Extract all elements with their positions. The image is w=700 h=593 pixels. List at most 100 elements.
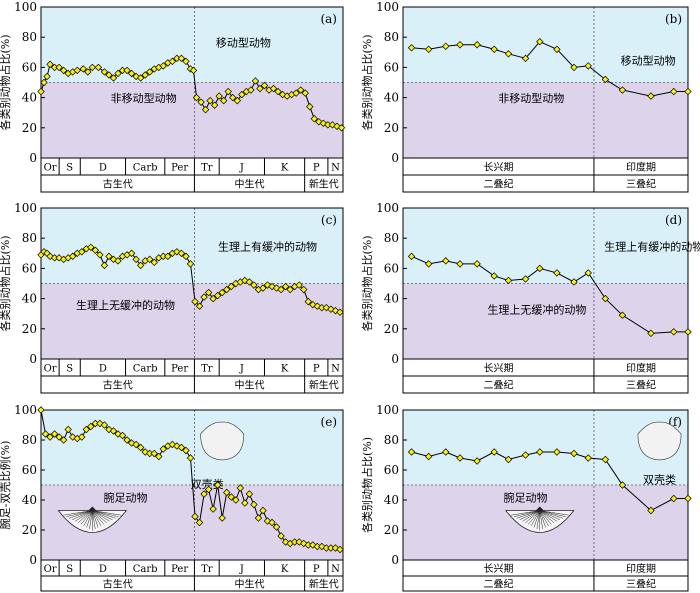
data-point <box>407 44 416 52</box>
panel-label: (c) <box>321 213 337 227</box>
fan-rib <box>92 510 107 524</box>
data-point <box>218 514 226 522</box>
era-label: 中生代 <box>235 178 265 191</box>
era-label: 二叠纪 <box>483 579 513 591</box>
data-point <box>281 282 290 291</box>
data-point <box>105 252 113 261</box>
y-axis-title: 各类别动物占比(%) <box>360 34 374 130</box>
data-point <box>247 86 255 94</box>
data-point <box>100 421 109 429</box>
fan-rib <box>516 510 540 519</box>
data-point <box>146 68 154 76</box>
data-point <box>46 60 54 69</box>
data-point <box>84 68 92 76</box>
fan-rib <box>539 510 549 527</box>
data-point <box>670 328 678 336</box>
fan-rib <box>92 510 105 525</box>
data-point <box>200 293 208 301</box>
data-point <box>504 455 513 464</box>
fan-rib <box>72 510 93 521</box>
data-point <box>100 68 109 76</box>
data-point <box>224 87 232 96</box>
data-point <box>218 288 226 297</box>
data-point <box>456 260 464 268</box>
data-point <box>456 454 464 462</box>
y-tick-label: 80 <box>384 231 399 245</box>
data-point <box>251 77 260 85</box>
era-label: 新生代 <box>309 578 339 591</box>
panel-label: (b) <box>665 12 682 26</box>
y-tick-label: 40 <box>22 91 37 105</box>
data-point <box>159 445 168 453</box>
data-point <box>201 105 210 114</box>
lower-region-label: 腕足动物 <box>504 491 548 505</box>
upper-region-label: 移动型动物 <box>621 53 676 67</box>
y-axis-title: 各类别动物占比(%) <box>360 437 374 533</box>
era-label: 三叠纪 <box>626 579 656 591</box>
data-point <box>186 260 195 268</box>
period-label: Carb <box>133 163 158 174</box>
data-point <box>78 248 86 256</box>
shell-growth-line <box>200 421 245 461</box>
data-point <box>618 86 627 94</box>
fan-beak <box>535 506 544 511</box>
data-point <box>521 451 530 459</box>
data-point <box>229 93 237 102</box>
fan-rib <box>539 510 543 530</box>
data-point <box>304 297 312 306</box>
y-tick-label: 20 <box>22 523 37 537</box>
data-point <box>268 518 276 527</box>
lower-region-label: 生理上无缓冲的动物 <box>76 298 175 312</box>
data-point <box>168 57 177 66</box>
data-point <box>227 282 235 291</box>
data-point <box>200 490 208 498</box>
era-label: 三叠纪 <box>626 380 656 392</box>
panel-label: (e) <box>321 415 337 429</box>
data-point <box>55 63 63 72</box>
data-point <box>473 41 481 49</box>
data-point <box>182 57 190 66</box>
data-point <box>553 269 561 277</box>
data-point <box>37 87 45 96</box>
data-point <box>177 54 186 63</box>
data-point <box>570 63 578 72</box>
fan-rib <box>83 510 93 527</box>
y-axis-title: 腕足-双壳比例(%) <box>0 441 12 530</box>
data-point <box>328 121 337 129</box>
data-point <box>209 505 217 513</box>
data-point <box>336 545 344 554</box>
data-point <box>164 252 172 261</box>
period-label: Tr <box>201 364 213 375</box>
data-point <box>55 254 63 262</box>
panel-d: 0 20 40 60 80 100 各类别动物占比(%) (d) 生理上有缓冲的动物生理上无缓冲… <box>360 201 700 394</box>
data-point <box>272 523 281 531</box>
data-point <box>300 285 308 294</box>
panel-c: 0 20 40 60 80 100 各类别动物占比(%) (c) 生理上有缓冲的动物生理上无缓冲… <box>0 201 344 394</box>
data-point <box>96 251 104 259</box>
data-point <box>319 119 328 127</box>
data-point <box>269 84 278 93</box>
data-point <box>182 252 190 261</box>
y-tick-label: 60 <box>22 463 37 477</box>
era-label: 新生代 <box>309 178 339 191</box>
data-point <box>277 285 285 294</box>
data-point <box>442 257 450 265</box>
period-label: K <box>281 163 289 174</box>
fan-rib <box>525 510 540 524</box>
y-tick-label: 60 <box>22 261 37 275</box>
data-point <box>490 45 498 53</box>
y-axis-title: 各类别动物占比(%) <box>0 235 12 331</box>
fan-rib <box>539 510 563 519</box>
data-point <box>473 457 481 465</box>
period-label: S <box>66 364 73 375</box>
fan-rib <box>63 510 93 516</box>
y-tick-label: 60 <box>384 463 399 477</box>
data-point <box>40 78 48 87</box>
data-point <box>684 87 692 96</box>
y-tick-label: 0 <box>391 352 399 366</box>
y-tick-label: 0 <box>29 352 37 366</box>
data-point <box>584 62 592 70</box>
data-point <box>553 45 561 53</box>
